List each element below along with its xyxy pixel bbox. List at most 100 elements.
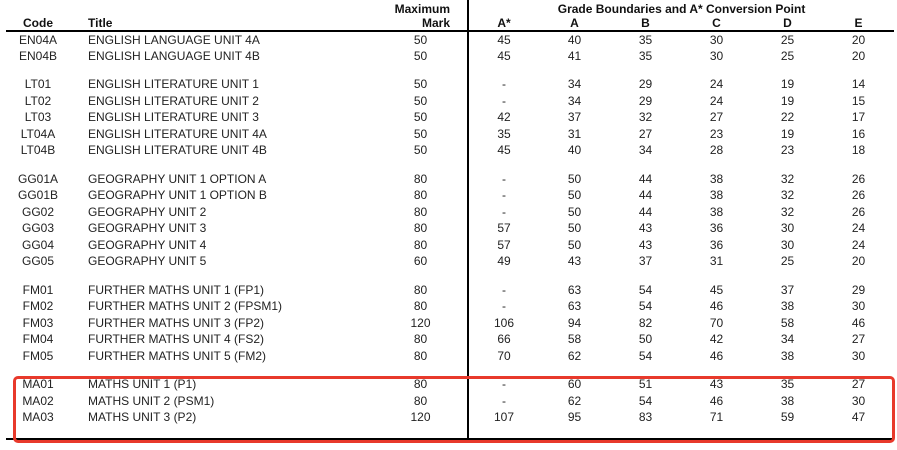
grade-cell: 45 <box>709 282 724 297</box>
row-title: GEOGRAPHY UNIT 5 <box>88 254 207 269</box>
grade-cell: 44 <box>638 171 653 186</box>
grade-cell: 34 <box>638 143 653 158</box>
grade-cell: 50 <box>567 188 582 203</box>
row-max-mark: 80 <box>413 237 428 252</box>
grade-cell: 27 <box>638 126 653 141</box>
table-row: FM04 FURTHER MATHS UNIT 4 (FS2) 80 66 58 50 42… <box>6 331 894 348</box>
row-code: GG01B <box>17 188 59 203</box>
grade-cell: 95 <box>567 410 582 425</box>
grade-cell: 29 <box>638 93 653 108</box>
grade-cell: 50 <box>638 332 653 347</box>
grade-cell: 35 <box>638 32 653 47</box>
grade-cell: 29 <box>851 282 866 297</box>
grade-cell: 26 <box>851 204 866 219</box>
grade-cell: 30 <box>851 348 866 363</box>
row-max-mark: 120 <box>410 410 431 425</box>
row-max-mark: 50 <box>413 32 428 47</box>
grade-cell: 35 <box>638 48 653 63</box>
group-spacer <box>6 158 895 171</box>
table-row: MA03 MATHS UNIT 3 (P2) 120 107 95 83 71 59 47 <box>6 409 894 426</box>
row-title: FURTHER MATHS UNIT 5 (FM2) <box>88 348 267 363</box>
table-row: EN04A ENGLISH LANGUAGE UNIT 4A 50 45 40 35 30 2… <box>6 31 894 48</box>
grade-cell: 38 <box>709 171 724 186</box>
table-row: FM02 FURTHER MATHS UNIT 2 (FPSM1) 80 - 63 54 4… <box>6 298 894 315</box>
grade-cell: 43 <box>638 221 653 236</box>
grade-cell: 27 <box>851 377 866 392</box>
grade-cell: 32 <box>780 188 795 203</box>
row-code: FM03 <box>22 315 54 330</box>
grade-cell: 19 <box>780 93 795 108</box>
spacer-cell <box>466 269 895 282</box>
header-grade-d: D <box>752 16 823 32</box>
row-code: FM02 <box>22 299 54 314</box>
table-row: LT02 ENGLISH LITERATURE UNIT 2 50 - 34 29 24 19… <box>6 92 894 109</box>
grade-cell: 30 <box>780 221 795 236</box>
row-title: FURTHER MATHS UNIT 1 (FP1) <box>88 282 265 297</box>
grade-cell: 50 <box>567 237 582 252</box>
grade-cell: 32 <box>780 204 795 219</box>
row-code: MA02 <box>22 393 54 408</box>
grade-cell: - <box>467 376 539 393</box>
table-row: MA02 MATHS UNIT 2 (PSM1) 80 - 62 54 46 38 30 <box>6 392 894 409</box>
header-grade-section-title: Grade Boundaries and A* Conversion Point <box>466 0 895 16</box>
spacer-cell <box>466 364 895 376</box>
grade-cell: 19 <box>780 126 795 141</box>
grade-cell: 43 <box>709 377 724 392</box>
grade-cell: 60 <box>567 377 582 392</box>
grade-cell: 38 <box>709 188 724 203</box>
row-max-mark: 50 <box>413 77 428 92</box>
row-code: LT01 <box>24 77 52 92</box>
grade-cell: 94 <box>567 315 582 330</box>
grade-cell: 32 <box>638 110 653 125</box>
row-code: MA03 <box>22 410 54 425</box>
grade-cell: 54 <box>638 393 653 408</box>
grade-cell: 58 <box>780 315 795 330</box>
grade-cell: 24 <box>709 93 724 108</box>
grade-cell: 43 <box>567 254 582 269</box>
row-code: GG05 <box>21 254 54 269</box>
grade-cell: 50 <box>567 204 582 219</box>
grade-cell: 30 <box>709 32 724 47</box>
row-max-mark: 80 <box>413 377 428 392</box>
header-blank <box>6 0 374 16</box>
grade-cell: 24 <box>709 77 724 92</box>
row-max-mark: 50 <box>413 93 428 108</box>
grade-cell: 35 <box>780 377 795 392</box>
grade-cell: 25 <box>780 254 795 269</box>
grade-cell: 54 <box>638 299 653 314</box>
grade-cell: 83 <box>638 410 653 425</box>
grade-cell: 37 <box>780 282 795 297</box>
row-title: MATHS UNIT 2 (PSM1) <box>88 393 215 408</box>
grade-cell: 23 <box>780 143 795 158</box>
grade-cell: 24 <box>851 221 866 236</box>
grade-cell: 106 <box>467 314 539 331</box>
row-code: EN04B <box>18 48 58 63</box>
grade-cell: 46 <box>709 393 724 408</box>
grade-cell: 44 <box>638 204 653 219</box>
header-grade-c: C <box>681 16 752 32</box>
row-title: ENGLISH LITERATURE UNIT 3 <box>88 110 259 125</box>
grade-cell: 28 <box>709 143 724 158</box>
grade-cell: 20 <box>851 32 866 47</box>
grade-cell: 51 <box>638 377 653 392</box>
table-row: GG03 GEOGRAPHY UNIT 3 80 57 50 43 36 30 24 <box>6 220 894 237</box>
grade-cell: - <box>467 187 539 204</box>
table-row: FM05 FURTHER MATHS UNIT 5 (FM2) 80 70 62 54 46… <box>6 347 894 364</box>
spacer-cell <box>6 159 468 171</box>
row-title: GEOGRAPHY UNIT 1 OPTION B <box>88 188 267 203</box>
bottom-spacer <box>6 425 895 439</box>
row-max-mark: 120 <box>410 315 431 330</box>
grade-cell: 45 <box>467 142 539 159</box>
grade-cell: 26 <box>851 171 866 186</box>
row-title: ENGLISH LANGUAGE UNIT 4A <box>88 32 260 47</box>
grade-cell: 38 <box>780 393 795 408</box>
table-row: GG05 GEOGRAPHY UNIT 5 60 49 43 37 31 25 20 <box>6 253 894 270</box>
row-max-mark: 80 <box>413 332 428 347</box>
row-code: FM01 <box>22 282 54 297</box>
grade-cell: 43 <box>638 237 653 252</box>
grade-cell: - <box>467 92 539 109</box>
row-title: GEOGRAPHY UNIT 3 <box>88 221 207 236</box>
spacer-cell <box>6 270 468 282</box>
row-code: GG03 <box>21 221 54 236</box>
grade-cell: 71 <box>709 410 724 425</box>
